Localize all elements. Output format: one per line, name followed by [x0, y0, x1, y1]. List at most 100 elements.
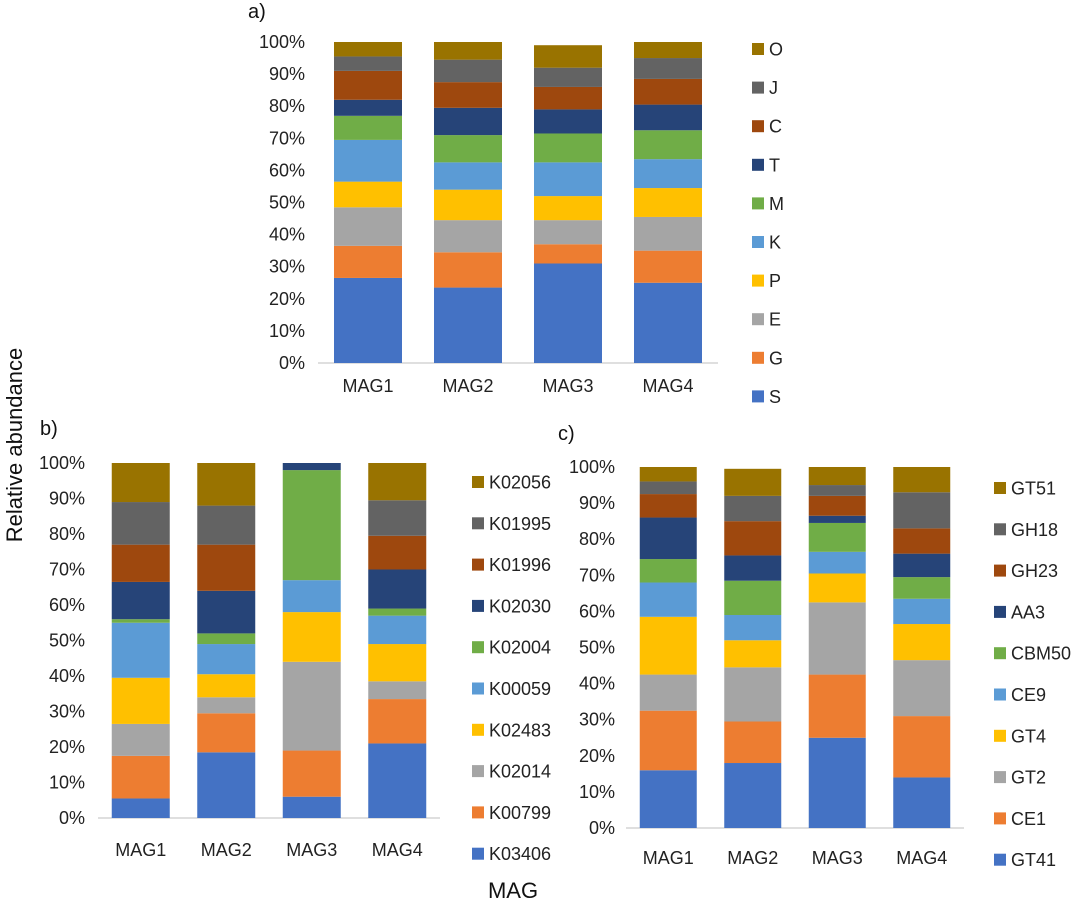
legend-label: K02014: [489, 762, 551, 782]
y-tick-label: 60%: [269, 160, 305, 180]
y-tick-label: 30%: [269, 257, 305, 277]
bar-segment: [434, 59, 502, 83]
legend-label: K01996: [489, 555, 551, 575]
x-category-label: MAG3: [286, 840, 337, 860]
bar-segment: [639, 517, 697, 560]
bar-segment: [434, 162, 502, 190]
legend-label: T: [769, 155, 780, 175]
panel-label: c): [558, 423, 575, 445]
legend-swatch: [752, 158, 764, 171]
y-tick-label: 20%: [579, 746, 615, 766]
bar-segment: [334, 245, 402, 278]
bar-segment: [434, 42, 502, 60]
legend-swatch: [994, 482, 1006, 494]
legend-swatch: [472, 641, 484, 654]
y-tick-label: 0%: [59, 808, 85, 828]
bar-segment: [282, 470, 341, 581]
y-tick-label: 50%: [579, 638, 615, 658]
bar-segment: [893, 716, 951, 778]
legend-swatch: [994, 812, 1006, 825]
bar-segment: [282, 580, 341, 613]
bar-segment: [724, 521, 782, 556]
panel-label: b): [40, 418, 58, 440]
legend-label: K: [769, 233, 781, 253]
bar-segment: [808, 485, 866, 496]
panel-a: a) 0% 10% 20% 30% 40% 50% 60% 70% 80% 90% 100% MAG1 M…: [248, 1, 784, 407]
bar-segment: [534, 244, 602, 264]
y-tick-label: 60%: [49, 595, 85, 615]
x-category-label: MAG2: [727, 848, 778, 868]
y-tick-label: 80%: [579, 529, 615, 549]
bar-segment: [639, 481, 697, 495]
bar-segment: [197, 674, 256, 698]
legend-swatch: [994, 564, 1006, 577]
y-tick-label: 50%: [49, 631, 85, 651]
bar-segment: [282, 796, 341, 818]
legend-label: CE9: [1011, 685, 1046, 705]
bar-segment: [197, 752, 256, 818]
y-tick-label: 80%: [269, 96, 305, 116]
y-tick-label: 90%: [49, 489, 85, 509]
y-tick-label: 60%: [579, 601, 615, 621]
legend-label: O: [769, 40, 783, 60]
bar-segment: [334, 181, 402, 208]
legend-label: K00059: [489, 679, 551, 699]
bar-segment: [434, 287, 502, 363]
bar-segment: [808, 573, 866, 603]
legend-label: K02483: [489, 720, 551, 740]
bar-segment: [724, 763, 782, 828]
bar-segment: [893, 777, 951, 828]
y-tick-label: 0%: [279, 353, 305, 373]
legend-swatch: [472, 517, 484, 530]
x-category-label: MAG1: [115, 840, 166, 860]
bar-segment: [368, 699, 427, 744]
bar-segment: [282, 750, 341, 797]
bar-segment: [893, 577, 951, 599]
legend-label: G: [769, 348, 783, 368]
legend-swatch: [752, 390, 764, 403]
legend-swatch: [752, 81, 764, 94]
legend-label: AA3: [1011, 602, 1045, 622]
bar-segment: [334, 139, 402, 182]
y-tick-label: 80%: [49, 524, 85, 544]
legend-swatch: [752, 197, 764, 210]
bar-segment: [111, 581, 170, 620]
bar-segment: [368, 615, 427, 645]
legend-label: CE1: [1011, 809, 1046, 829]
legend-swatch: [752, 313, 764, 326]
legend-swatch: [994, 688, 1006, 701]
bar-segment: [368, 535, 427, 570]
bar-segment: [111, 622, 170, 678]
bar-segment: [808, 467, 866, 486]
bar-segment: [334, 56, 402, 71]
legend-label: K02004: [489, 638, 551, 658]
bar-segment: [893, 598, 951, 625]
legend-swatch: [752, 120, 764, 133]
y-tick-label: 10%: [49, 773, 85, 793]
bar-segment: [724, 667, 782, 722]
x-category-label: MAG1: [643, 848, 694, 868]
bar-segment: [634, 188, 702, 217]
x-category-label: MAG3: [542, 376, 593, 396]
bar-segment: [434, 107, 502, 136]
bar-segment: [534, 67, 602, 87]
panel-c: c) 0% 10% 20% 30% 40% 50% 60% 70% 80% 90% 100% MAG1 M…: [558, 423, 1071, 870]
bar-segment: [534, 162, 602, 197]
panel-b: b) 0% 10% 20% 30% 40% 50% 60% 70% 80% 90% 100% MAG1 M…: [39, 418, 551, 864]
legend-swatch: [752, 236, 764, 248]
panel-label: a): [248, 1, 266, 23]
y-tick-label: 100%: [259, 32, 305, 52]
bar-segment: [111, 798, 170, 818]
x-category-label: MAG2: [201, 840, 252, 860]
bar-segment: [808, 602, 866, 675]
bar-segment: [639, 467, 697, 482]
bar-segment: [334, 42, 402, 57]
legend-label: GH18: [1011, 520, 1058, 540]
bar-segment: [368, 463, 427, 501]
x-category-label: MAG4: [372, 840, 423, 860]
legend-swatch: [752, 351, 764, 364]
bar-segment: [534, 263, 602, 363]
bar-segment: [639, 616, 697, 675]
bar-segment: [893, 492, 951, 529]
